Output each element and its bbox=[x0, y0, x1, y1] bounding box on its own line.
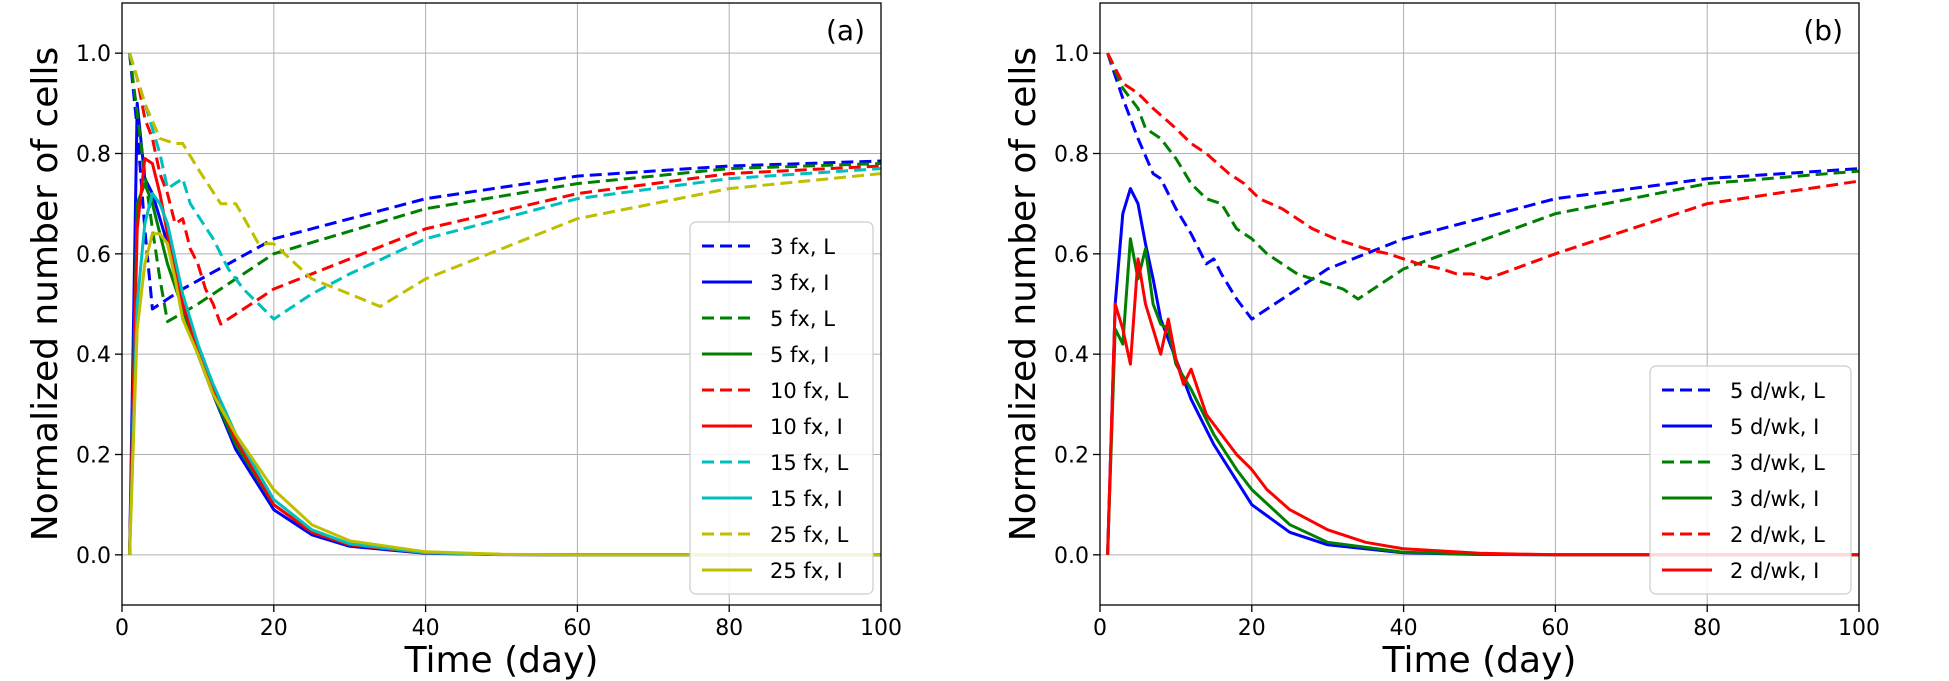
series-line bbox=[128, 52, 882, 308]
series-line bbox=[1106, 52, 1860, 321]
legend-entry: 10 fx, I bbox=[770, 415, 843, 439]
legend-entry: 5 fx, I bbox=[770, 343, 829, 367]
legend-entry: 3 fx, L bbox=[770, 235, 835, 259]
x-axis-label: Time (day) bbox=[1382, 640, 1577, 681]
legend-entry: 3 d/wk, I bbox=[1730, 487, 1819, 511]
legend-entry: 15 fx, I bbox=[770, 487, 843, 511]
legend-entry: 2 d/wk, I bbox=[1730, 559, 1819, 583]
y-tick-label: 0.6 bbox=[76, 243, 111, 268]
legend-box bbox=[1649, 365, 1852, 595]
y-tick-label: 0.2 bbox=[76, 444, 111, 469]
x-axis-label: Time (day) bbox=[404, 640, 599, 681]
series-line bbox=[1106, 52, 1860, 281]
panel-b: 0 20 40 60 80 100 0.0 0.2 0.4 0.6 0.8 1.0 Time (day… bbox=[1003, 2, 1880, 681]
legend-entry: 5 fx, L bbox=[770, 307, 835, 331]
legend: 3 fx, L 3 fx, I 5 fx, L 5 fx, I 10 fx, L 10 f… bbox=[689, 221, 874, 595]
legend-entry: 25 fx, I bbox=[770, 559, 843, 583]
y-tick-label: 0.6 bbox=[1054, 243, 1089, 268]
plot-frame bbox=[121, 2, 882, 606]
series-line bbox=[1106, 52, 1860, 301]
series-line bbox=[1106, 257, 1859, 557]
y-axis-label: Normalized number of cells bbox=[1003, 47, 1044, 541]
y-tick-label: 1.0 bbox=[76, 42, 111, 67]
x-tick-label: 40 bbox=[412, 616, 440, 641]
series-line bbox=[128, 232, 881, 557]
y-tick-label: 0.0 bbox=[76, 544, 111, 569]
series-line bbox=[128, 52, 882, 326]
y-tick-label: 0.4 bbox=[76, 343, 111, 368]
legend-box bbox=[689, 221, 874, 595]
series-line bbox=[128, 52, 882, 321]
y-tick-label: 0.0 bbox=[1054, 544, 1089, 569]
plot-frame bbox=[1099, 2, 1860, 606]
panel-a: 0 20 40 60 80 100 0.0 0.2 0.4 0.6 0.8 1.0 Time (day… bbox=[25, 2, 902, 681]
x-tick-label: 80 bbox=[715, 616, 743, 641]
y-axis-label: Normalized number of cells bbox=[25, 47, 66, 541]
x-tick-label: 20 bbox=[260, 616, 288, 641]
x-tick-label: 0 bbox=[115, 616, 129, 641]
x-tick-label: 0 bbox=[1093, 616, 1107, 641]
legend-entry: 3 fx, I bbox=[770, 271, 829, 295]
legend-entry: 5 d/wk, L bbox=[1730, 379, 1825, 403]
panel-label: (b) bbox=[1803, 14, 1843, 47]
x-tick-label: 40 bbox=[1390, 616, 1418, 641]
legend: 5 d/wk, L 5 d/wk, I 3 d/wk, L 3 d/wk, I 2 d/… bbox=[1649, 365, 1852, 595]
x-tick-label: 20 bbox=[1238, 616, 1266, 641]
panel-label: (a) bbox=[826, 14, 865, 47]
x-tick-label: 60 bbox=[563, 616, 591, 641]
legend-entry: 10 fx, L bbox=[770, 379, 849, 403]
series-line bbox=[1106, 237, 1859, 557]
series-line bbox=[128, 53, 882, 311]
legend-entry: 3 d/wk, L bbox=[1730, 451, 1825, 475]
legend-entry: 2 d/wk, L bbox=[1730, 523, 1825, 547]
y-tick-label: 0.8 bbox=[76, 143, 111, 168]
legend-entry: 5 d/wk, I bbox=[1730, 415, 1819, 439]
x-tick-label: 60 bbox=[1541, 616, 1569, 641]
legend-entry: 25 fx, L bbox=[770, 523, 849, 547]
x-tick-label: 100 bbox=[1838, 616, 1880, 641]
x-tick-label: 80 bbox=[1693, 616, 1721, 641]
y-tick-label: 0.2 bbox=[1054, 444, 1089, 469]
legend-entry: 15 fx, L bbox=[770, 451, 849, 475]
y-tick-label: 0.8 bbox=[1054, 143, 1089, 168]
y-tick-label: 1.0 bbox=[1054, 42, 1089, 67]
x-tick-label: 100 bbox=[860, 616, 902, 641]
y-tick-label: 0.4 bbox=[1054, 343, 1089, 368]
